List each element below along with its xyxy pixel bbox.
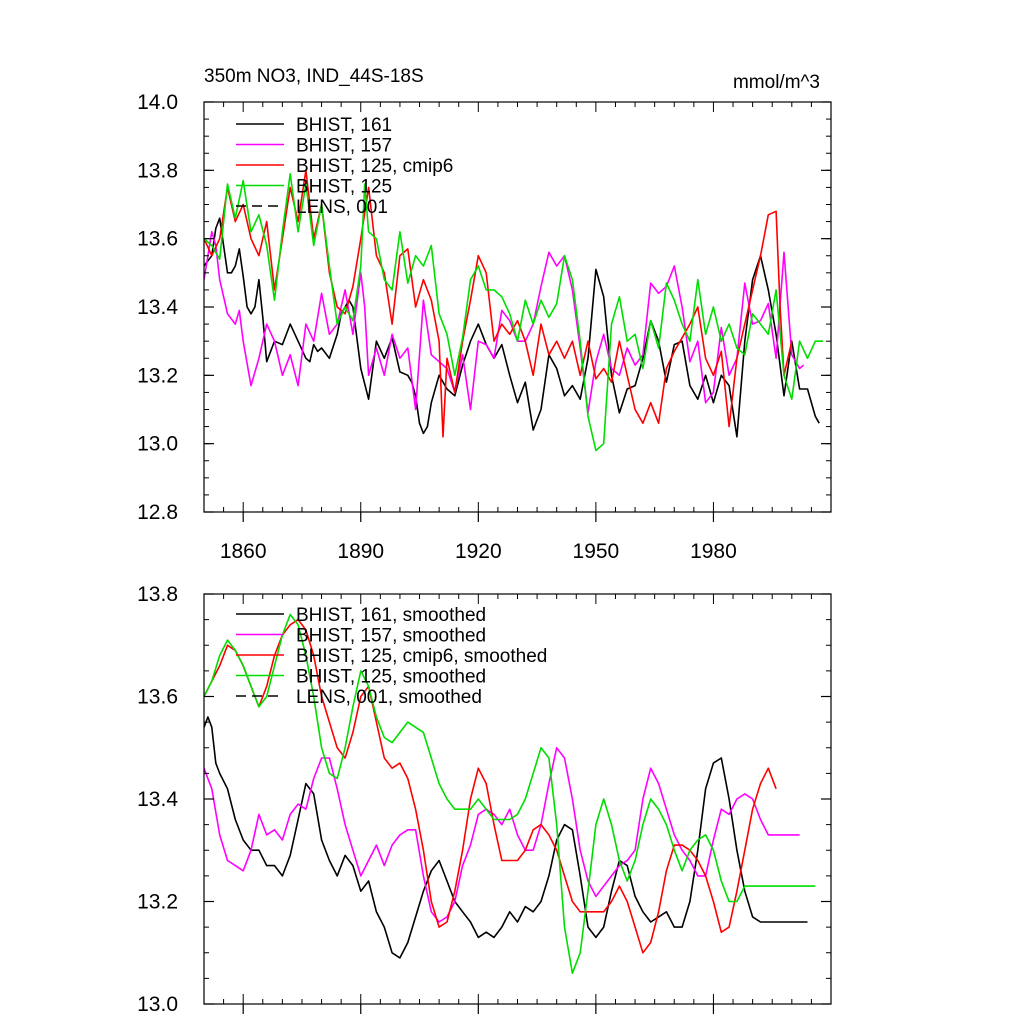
- y-tick-label: 13.0: [137, 433, 178, 456]
- y-tick-label: 13.2: [137, 891, 178, 914]
- series-line-bhist-161: [204, 217, 820, 438]
- x-tick-label: 1860: [220, 540, 267, 563]
- y-tick-label: 13.2: [137, 364, 178, 387]
- series-line-bhist-125-cmip6: [204, 169, 793, 438]
- legend-label: BHIST, 157, smoothed: [296, 626, 486, 647]
- legend-label: LENS, 001: [296, 197, 388, 218]
- units-label: mmol/m^3: [733, 72, 820, 93]
- legend-label: BHIST, 157: [296, 136, 392, 157]
- y-tick-label: 13.6: [137, 228, 178, 251]
- series-group: [204, 169, 824, 452]
- legend-label: LENS, 001, smoothed: [296, 687, 482, 708]
- y-tick-label: 13.8: [137, 583, 178, 606]
- x-tick-label: 1980: [690, 540, 737, 563]
- legend-label: BHIST, 125, cmip6: [296, 156, 453, 177]
- y-tick-label: 12.8: [137, 501, 178, 524]
- x-tick-label: 1950: [573, 540, 620, 563]
- figure-title: 350m NO3, IND_44S-18S: [204, 66, 424, 87]
- legend-label: BHIST, 125, smoothed: [296, 667, 486, 688]
- series-group: [204, 613, 816, 975]
- top-panel: 12.8 13.0 13.2 13.4 13.6 13.8 14.0 1860 1890 1920…: [137, 91, 832, 563]
- series-line-bhist-125-cmip6-smoothed: [204, 618, 777, 954]
- series-line-bhist-161-smoothed: [204, 716, 808, 959]
- y-tick-label: 13.8: [137, 159, 178, 182]
- legend-label: BHIST, 125, cmip6, smoothed: [296, 646, 547, 667]
- y-tick-label: 13.4: [137, 296, 178, 319]
- series-line-bhist-125: [204, 173, 824, 452]
- x-tick-label: 1920: [455, 540, 502, 563]
- y-tick-label: 13.4: [137, 788, 178, 811]
- legend-label: BHIST, 125: [296, 177, 392, 198]
- y-tick-label: 14.0: [137, 91, 178, 114]
- y-tick-label: 13.0: [137, 993, 178, 1016]
- series-line-bhist-157-smoothed: [204, 746, 800, 923]
- legend-label: BHIST, 161, smoothed: [296, 605, 486, 626]
- series-line-bhist-125-smoothed: [204, 613, 816, 975]
- series-line-bhist-157: [204, 231, 805, 414]
- x-tick-label: 1890: [337, 540, 384, 563]
- legend-label: BHIST, 161: [296, 115, 392, 136]
- y-tick-label: 13.6: [137, 686, 178, 709]
- bottom-panel: 13.0 13.2 13.4 13.6 13.8 BHIST, 161, smoothed…: [137, 583, 832, 1016]
